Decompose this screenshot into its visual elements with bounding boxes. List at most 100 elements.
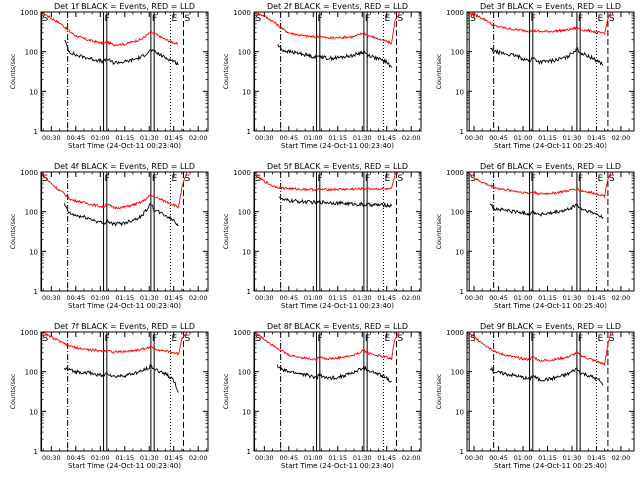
x-tick-label: 01:30 (563, 454, 582, 462)
x-axis-label: Start Time (24-Oct-11 00:23:40) (68, 302, 181, 310)
x-tick-label: 02:00 (612, 454, 631, 462)
y-tick-label: 10 (242, 88, 251, 96)
x-tick-label: 00:45 (489, 454, 508, 462)
plot-frame (466, 11, 635, 132)
lld-series-line (253, 331, 400, 362)
plot-frame (253, 171, 422, 292)
x-tick-label: 02:00 (402, 454, 421, 462)
detector-panel-8: Det 8f BLACK = Events, RED = LLD Counts/s… (222, 322, 422, 470)
x-tick-label: 01:45 (377, 454, 396, 462)
x-tick-label: 00:45 (66, 294, 85, 302)
y-tick-label: 10 (242, 408, 251, 416)
y-tick-label: 1000 (20, 169, 38, 177)
y-tick-label: 1 (34, 128, 38, 136)
events-series-line (63, 364, 179, 393)
marker-label: E (384, 334, 390, 344)
marker-label: S (609, 334, 615, 344)
panel-title: Det 2f BLACK = Events, RED = LLD (267, 2, 408, 11)
panel-title: Det 8f BLACK = Events, RED = LLD (267, 322, 408, 331)
detector-panel-5: Det 5f BLACK = Events, RED = LLD Counts/s… (222, 162, 422, 310)
x-tick-label: 01:00 (304, 134, 323, 142)
x-tick-label: 02:00 (402, 134, 421, 142)
y-tick-label: 100 (25, 369, 38, 377)
events-series-line (490, 366, 604, 386)
lld-series-line (40, 171, 188, 210)
plot-frame (253, 331, 422, 452)
y-axis-label: Counts/sec (9, 373, 17, 409)
y-tick-label: 100 (451, 49, 464, 57)
y-tick-label: 10 (455, 408, 464, 416)
x-axis-label: Start Time (24-Oct-11 00:23:40) (68, 462, 181, 470)
plot-frame (40, 331, 209, 452)
y-tick-label: 10 (455, 248, 464, 256)
marker-label: S (185, 14, 191, 24)
marker-label: E (597, 14, 603, 24)
x-tick-label: 01:00 (91, 454, 110, 462)
lld-series-line (253, 171, 399, 192)
x-tick-label: 01:45 (587, 454, 606, 462)
panel-title: Det 9f BLACK = Events, RED = LLD (480, 322, 621, 331)
y-tick-label: 100 (25, 49, 38, 57)
y-tick-label: 1 (460, 128, 464, 136)
plot-frame (466, 331, 635, 452)
marker-label: S (398, 174, 404, 184)
x-tick-label: 01:15 (115, 454, 134, 462)
panel-title: Det 1f BLACK = Events, RED = LLD (54, 2, 195, 11)
marker-label: S (43, 14, 49, 24)
x-tick-label: 01:30 (140, 454, 159, 462)
y-tick-label: 1 (247, 448, 251, 456)
y-axis-label: Counts/sec (9, 53, 17, 89)
x-tick-label: 01:45 (164, 454, 183, 462)
y-tick-label: 1 (460, 288, 464, 296)
y-tick-label: 100 (451, 209, 464, 217)
x-tick-label: 00:45 (279, 134, 298, 142)
x-tick-label: 01:00 (304, 294, 323, 302)
x-tick-label: 01:15 (538, 454, 557, 462)
x-tick-label: 01:15 (115, 294, 134, 302)
marker-label: E (171, 334, 177, 344)
x-tick-label: 01:00 (514, 454, 533, 462)
y-axis-label: Counts/sec (222, 53, 230, 89)
y-tick-label: 1000 (20, 329, 38, 337)
x-tick-label: 00:30 (42, 294, 61, 302)
panel-title: Det 4f BLACK = Events, RED = LLD (54, 162, 195, 171)
x-tick-label: 01:45 (377, 134, 396, 142)
x-axis-label: Start Time (24-Oct-11 00:25:40) (494, 302, 607, 310)
plot-frame (466, 171, 635, 292)
y-tick-label: 1000 (233, 169, 251, 177)
x-tick-label: 01:15 (328, 134, 347, 142)
detector-panel-9: Det 9f BLACK = Events, RED = LLD Counts/s… (435, 322, 635, 470)
x-tick-label: 01:00 (91, 134, 110, 142)
lld-series-line (41, 11, 179, 47)
events-series-line (278, 196, 393, 209)
y-tick-label: 100 (238, 49, 251, 57)
panel-title: Det 7f BLACK = Events, RED = LLD (54, 322, 195, 331)
x-tick-label: 02:00 (189, 294, 208, 302)
lld-series-line (40, 331, 188, 356)
events-series-line (63, 202, 179, 228)
x-tick-label: 01:15 (115, 134, 134, 142)
lld-series-line (466, 11, 612, 36)
lld-series-line (466, 331, 612, 367)
x-tick-label: 00:45 (489, 134, 508, 142)
x-tick-label: 01:30 (140, 294, 159, 302)
lld-series-line (466, 171, 612, 199)
events-series-line (490, 203, 604, 220)
x-tick-label: 01:45 (377, 294, 396, 302)
x-tick-label: 01:15 (328, 454, 347, 462)
y-tick-label: 100 (451, 369, 464, 377)
y-tick-label: 1 (247, 288, 251, 296)
marker-label: S (609, 174, 615, 184)
marker-label: S (470, 174, 476, 184)
x-tick-label: 00:30 (465, 454, 484, 462)
x-tick-label: 01:45 (164, 294, 183, 302)
x-tick-label: 00:45 (66, 454, 85, 462)
x-tick-label: 00:30 (255, 294, 274, 302)
marker-label: S (185, 334, 191, 344)
x-tick-label: 01:45 (587, 294, 606, 302)
plot-frame (40, 11, 209, 132)
x-tick-label: 01:00 (514, 294, 533, 302)
events-series-line (490, 46, 604, 66)
x-axis-label: Start Time (24-Oct-11 00:23:40) (281, 142, 394, 150)
